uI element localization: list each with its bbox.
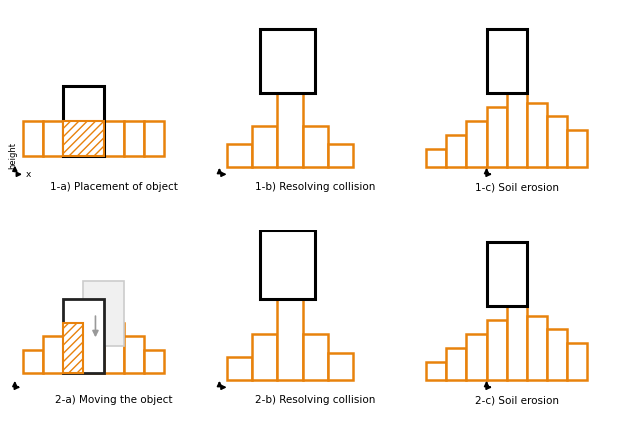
Bar xyxy=(63,322,83,374)
Bar xyxy=(527,316,547,380)
Bar xyxy=(83,121,104,156)
Bar xyxy=(83,309,104,374)
Bar xyxy=(252,126,277,167)
Bar xyxy=(277,93,303,167)
Bar xyxy=(467,334,486,380)
Bar xyxy=(467,121,486,167)
Bar xyxy=(144,350,164,374)
Bar xyxy=(260,230,315,299)
Bar xyxy=(426,362,446,380)
Bar xyxy=(507,306,527,380)
Bar xyxy=(43,121,63,156)
Bar xyxy=(83,281,124,345)
Bar xyxy=(567,130,588,167)
Bar xyxy=(507,93,527,167)
Bar xyxy=(260,29,315,93)
Bar xyxy=(303,334,328,380)
Bar xyxy=(124,121,144,156)
Bar xyxy=(63,121,104,156)
Bar xyxy=(328,353,353,380)
Bar xyxy=(547,116,567,167)
Bar xyxy=(486,29,527,93)
Bar xyxy=(303,126,328,167)
Text: x: x xyxy=(26,170,31,179)
Bar xyxy=(63,299,104,374)
Text: 1-b) Resolving collision: 1-b) Resolving collision xyxy=(255,182,376,192)
Bar xyxy=(43,337,63,374)
Text: 1-c) Soil erosion: 1-c) Soil erosion xyxy=(475,182,559,192)
Bar xyxy=(426,149,446,167)
Bar xyxy=(486,320,507,380)
Bar xyxy=(63,322,83,374)
Bar xyxy=(23,121,43,156)
Text: 1-a) Placement of object: 1-a) Placement of object xyxy=(50,182,177,192)
Bar xyxy=(277,299,303,380)
Bar xyxy=(104,121,124,156)
Bar xyxy=(227,357,252,380)
Bar xyxy=(63,322,83,374)
Bar xyxy=(144,121,164,156)
Text: 2-a) Moving the object: 2-a) Moving the object xyxy=(55,395,172,405)
Text: height: height xyxy=(8,142,17,169)
Bar xyxy=(527,103,547,167)
Bar xyxy=(547,329,567,380)
Bar xyxy=(446,348,467,380)
Bar xyxy=(446,135,467,167)
Bar xyxy=(486,107,507,167)
Bar xyxy=(63,121,104,156)
Bar xyxy=(23,350,43,374)
Bar xyxy=(124,337,144,374)
Bar xyxy=(63,121,83,156)
Bar xyxy=(63,86,104,156)
Bar xyxy=(567,343,588,380)
Text: 2-b) Resolving collision: 2-b) Resolving collision xyxy=(255,395,376,405)
Bar xyxy=(328,144,353,167)
Bar xyxy=(252,334,277,380)
Bar xyxy=(227,144,252,167)
Bar xyxy=(486,242,527,306)
Bar xyxy=(104,322,124,374)
Text: 2-c) Soil erosion: 2-c) Soil erosion xyxy=(475,395,559,405)
